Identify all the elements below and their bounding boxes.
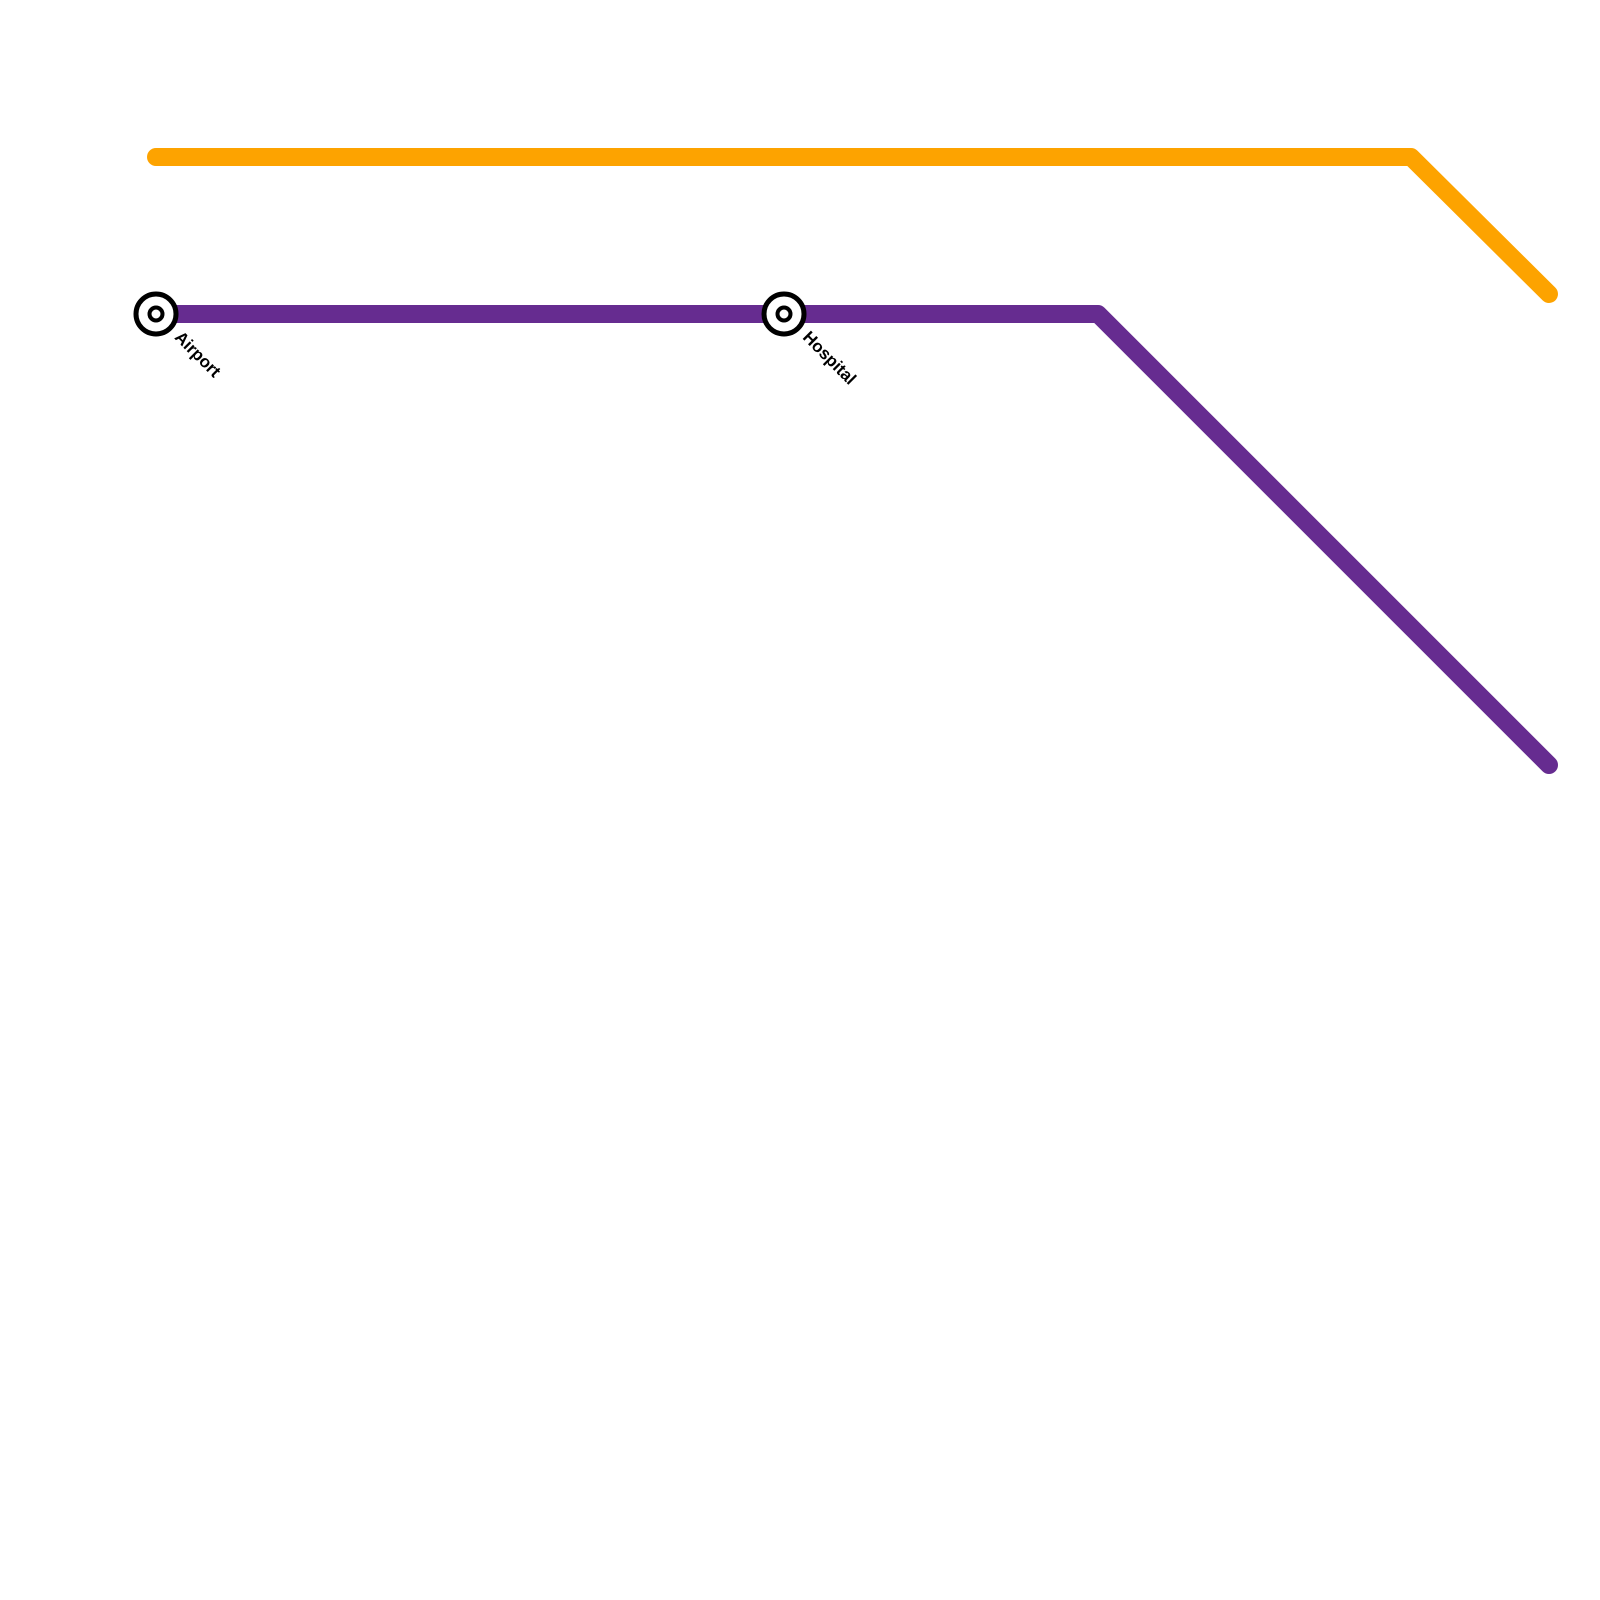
orange-line [147, 148, 1558, 303]
station-core [775, 305, 793, 323]
purple-line [147, 305, 1558, 774]
station-core [147, 305, 165, 323]
